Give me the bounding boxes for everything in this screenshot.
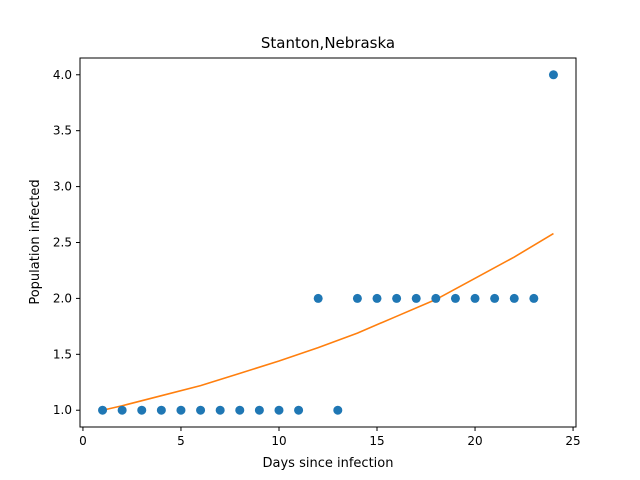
axis-ticks: 0 5 10 15 20 25 1.0 1.5 2.0 2.5 3.0 3.5 4.0 [53, 68, 581, 448]
data-point [392, 293, 402, 303]
x-tick-label: 20 [467, 434, 482, 448]
y-tick-label: 1.5 [53, 347, 72, 361]
axes-frame [79, 57, 577, 428]
x-tick-label: 0 [79, 434, 87, 448]
data-point [529, 293, 539, 303]
y-tick-label: 2.0 [53, 291, 72, 305]
data-point [137, 405, 147, 415]
data-point [156, 405, 166, 415]
x-tick-label: 15 [369, 434, 384, 448]
chart-title: Stanton,Nebraska [261, 34, 395, 52]
y-axis-label: Population infected [28, 179, 43, 304]
data-point [176, 405, 186, 415]
data-point [450, 293, 460, 303]
data-point [509, 293, 519, 303]
x-tick-label: 25 [565, 434, 580, 448]
data-point [294, 405, 304, 415]
data-point [98, 405, 108, 415]
y-tick-label: 4.0 [53, 68, 72, 82]
data-point [254, 405, 264, 415]
data-point [490, 293, 500, 303]
data-point [196, 405, 206, 415]
data-point [352, 293, 362, 303]
x-tick-label: 10 [271, 434, 286, 448]
data-point [411, 293, 421, 303]
x-axis-label: Days since infection [263, 456, 394, 471]
y-tick-label: 2.5 [53, 236, 72, 250]
data-point [215, 405, 225, 415]
plot-area [98, 70, 558, 415]
data-point [274, 405, 284, 415]
data-point [313, 293, 323, 303]
y-tick-label: 3.0 [53, 180, 72, 194]
data-point [235, 405, 245, 415]
data-point [117, 405, 127, 415]
y-tick-label: 1.0 [53, 403, 72, 417]
trend-line [102, 232, 554, 412]
data-point [431, 293, 441, 303]
y-tick-label: 3.5 [53, 124, 72, 138]
data-point [470, 293, 480, 303]
data-point [333, 405, 343, 415]
data-point [548, 70, 558, 80]
x-tick-label: 5 [177, 434, 185, 448]
data-point [372, 293, 382, 303]
